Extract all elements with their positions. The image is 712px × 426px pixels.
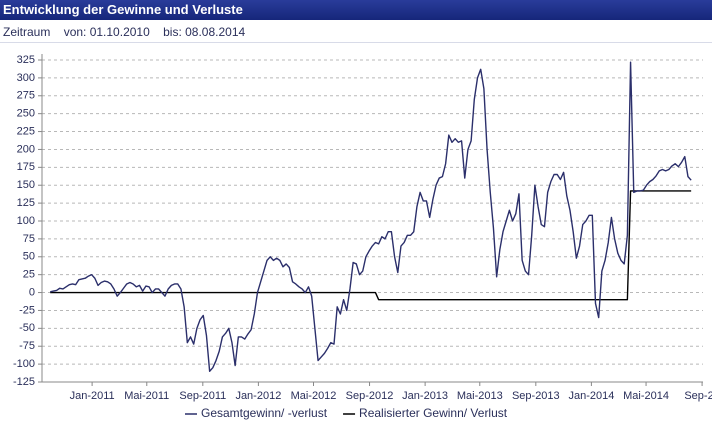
series-line [50, 61, 692, 372]
x-tick-label: Jan-2014 [568, 390, 614, 402]
y-tick-label: 325 [17, 54, 35, 66]
y-tick-label: 125 [17, 197, 35, 209]
y-tick-label: -50 [19, 322, 35, 334]
y-tick-label: 75 [23, 233, 35, 245]
x-tick-label: Jan-2012 [235, 390, 281, 402]
x-tick-label: Mai-2012 [291, 390, 337, 402]
y-tick-label: -25 [19, 304, 35, 316]
y-tick-label: 300 [17, 72, 35, 84]
y-tick-label: 100 [17, 215, 35, 227]
y-tick-label: -125 [13, 376, 35, 388]
x-tick-label: Sep-2011 [179, 390, 226, 402]
period-to: bis: 08.08.2014 [163, 25, 246, 39]
x-tick-label: Sep-20 [684, 390, 712, 402]
y-tick-label: 50 [23, 251, 35, 263]
period-bar: Zeitraum von: 01.10.2010 bis: 08.08.2014 [0, 21, 712, 43]
y-tick-label: 275 [17, 90, 35, 102]
x-tick-label: Sep-2013 [512, 390, 560, 402]
y-tick-label: 250 [17, 108, 35, 120]
x-tick-label: Mai-2011 [124, 390, 169, 402]
y-tick-label: 25 [23, 269, 35, 281]
y-tick-label: 0 [29, 286, 35, 298]
period-from: von: 01.10.2010 [63, 25, 150, 39]
y-tick-label: -100 [13, 358, 35, 370]
x-tick-label: Sep-2012 [346, 390, 394, 402]
y-tick-label: 200 [17, 143, 35, 155]
x-tick-label: Jan-2011 [70, 390, 115, 402]
y-tick-label: 175 [17, 161, 35, 173]
period-label: Zeitraum [3, 25, 51, 39]
x-tick-label: Mai-2013 [457, 390, 503, 402]
legend-label: Gesamtgewinn/ -verlust [201, 406, 328, 420]
y-tick-label: 150 [17, 179, 35, 191]
x-tick-label: Mai-2014 [623, 390, 669, 402]
y-tick-label: -75 [19, 340, 35, 352]
y-tick-label: 225 [17, 125, 35, 137]
x-tick-label: Jan-2013 [402, 390, 448, 402]
legend-label: Realisierter Gewinn/ Verlust [359, 406, 508, 420]
header-title: Entwicklung der Gewinne und Verluste [0, 0, 712, 20]
